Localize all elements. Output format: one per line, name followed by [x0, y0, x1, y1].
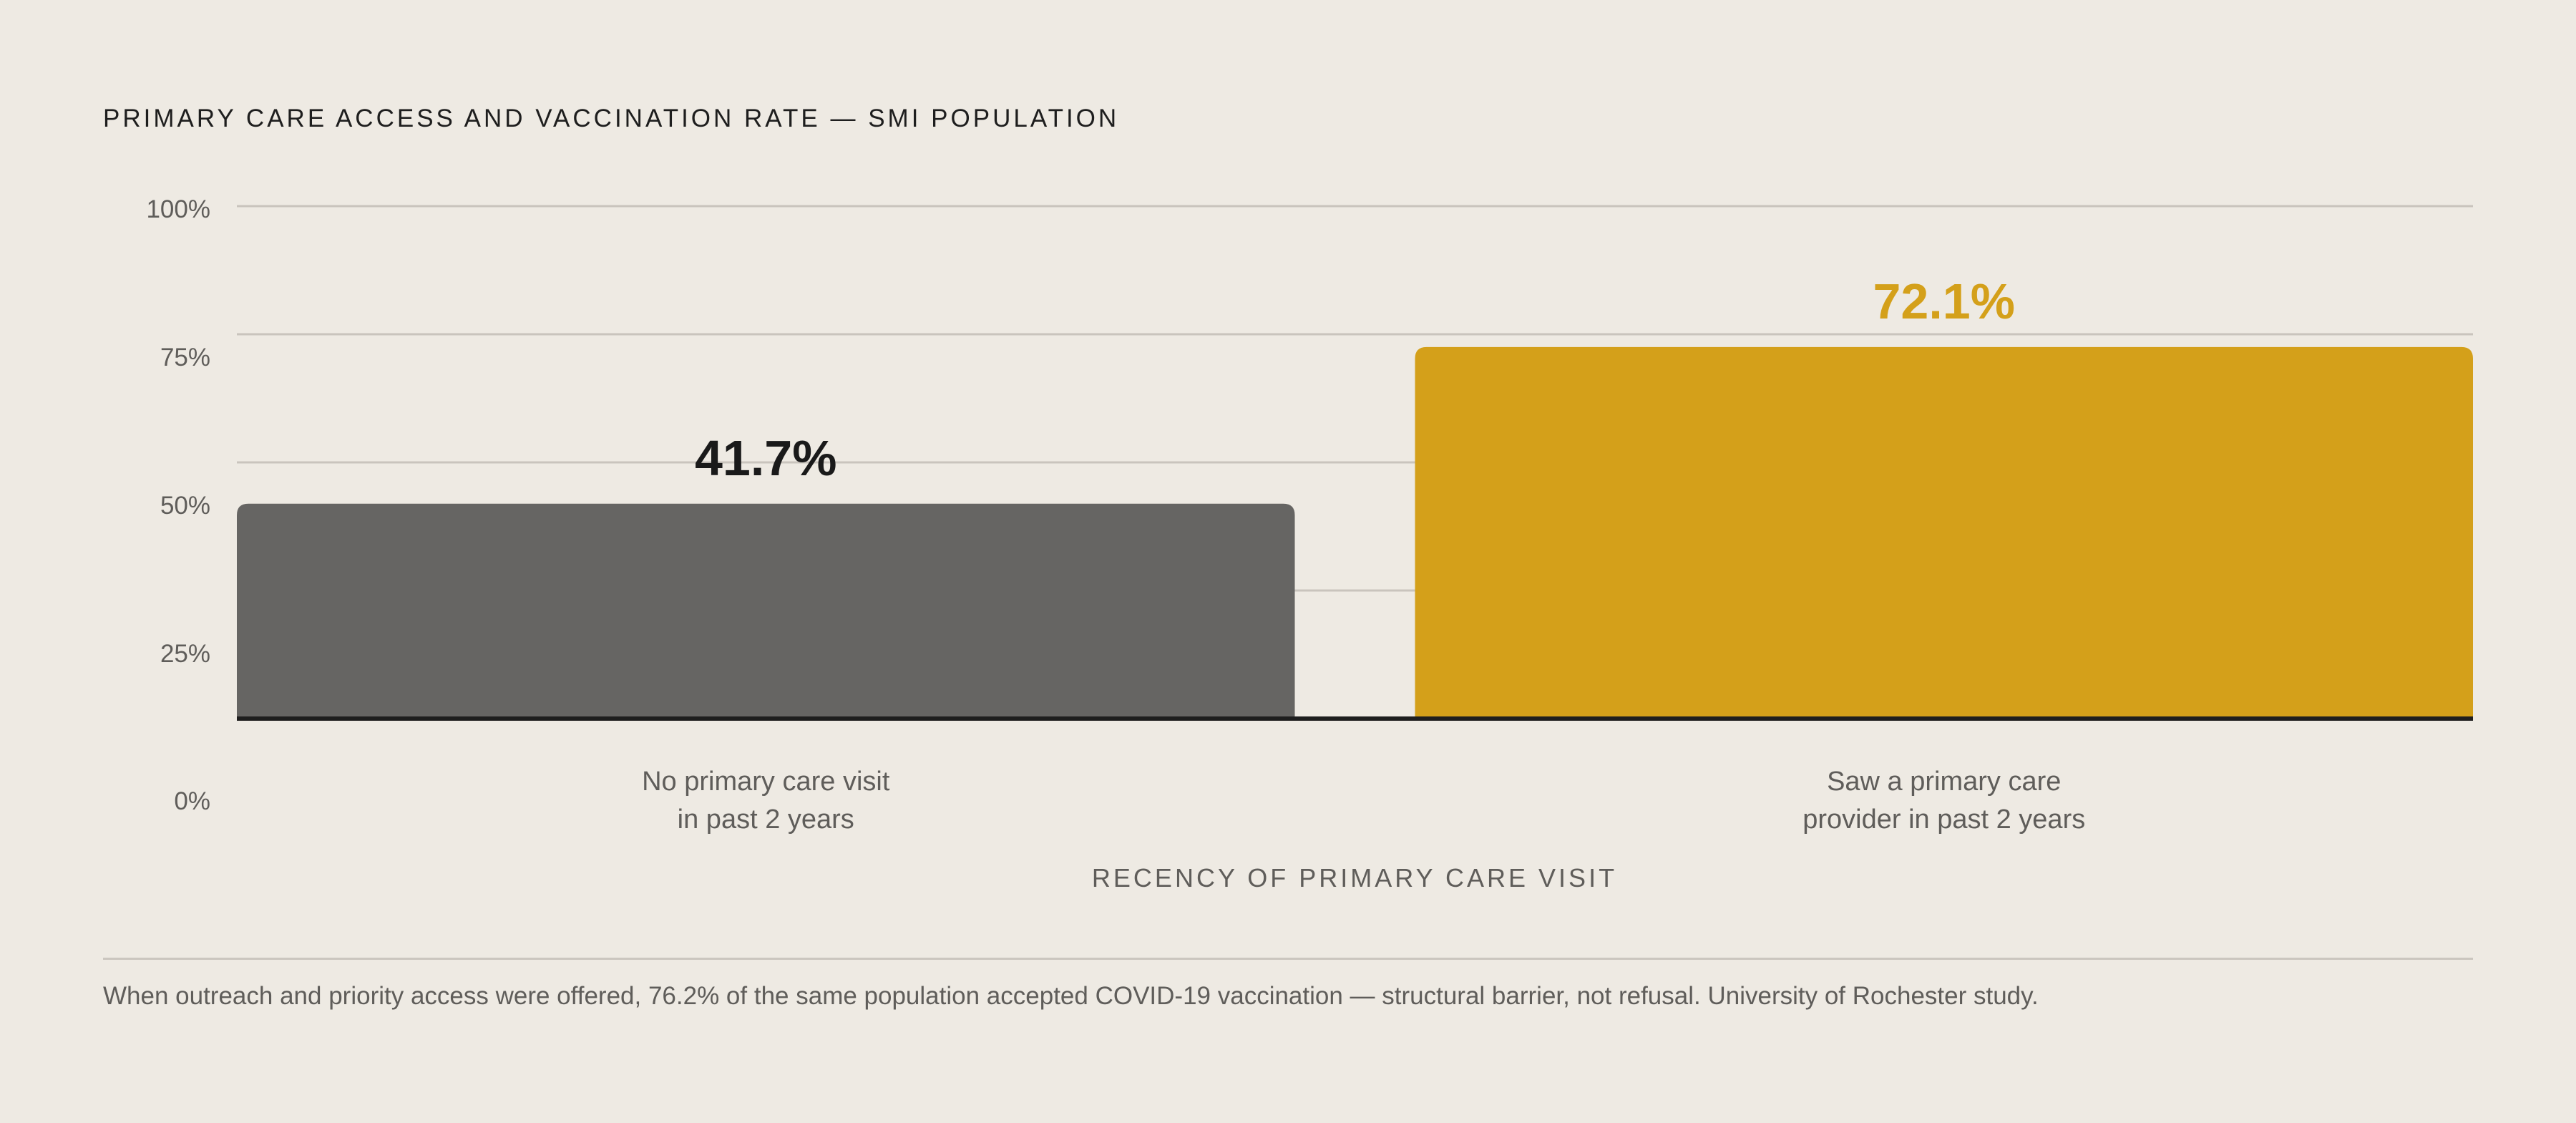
footnote-divider — [103, 958, 2473, 960]
x-tick-label: Saw a primary care — [1827, 767, 2061, 797]
y-tick-label: 100% — [146, 195, 210, 223]
x-tick-label: in past 2 years — [678, 804, 854, 835]
bar — [237, 503, 1295, 719]
x-tick-label: provider in past 2 years — [1802, 804, 2085, 835]
bar-chart: 0% 25% 50% 75% 100% 41.7% 72.1% No primary ca… — [146, 195, 2473, 893]
y-tick-label: 75% — [160, 344, 210, 371]
x-axis-ticks: No primary care visit in past 2 years Saw … — [642, 767, 2085, 835]
data-label: 72.1% — [1873, 273, 2015, 329]
bars — [237, 346, 2473, 719]
x-axis-title: RECENCY OF PRIMARY CARE VISIT — [1092, 863, 1617, 893]
data-label: 41.7% — [695, 430, 836, 486]
bar — [1415, 346, 2473, 719]
y-tick-label: 25% — [160, 640, 210, 668]
y-tick-label: 0% — [174, 787, 210, 815]
x-tick-label: No primary care visit — [642, 767, 890, 797]
footnote: When outreach and priority access were o… — [103, 982, 2039, 1010]
chart-title: PRIMARY CARE ACCESS AND VACCINATION RATE… — [103, 104, 1120, 132]
data-labels: 41.7% 72.1% — [695, 273, 2015, 486]
y-tick-label: 50% — [160, 492, 210, 520]
y-axis-ticks: 0% 25% 50% 75% 100% — [146, 195, 210, 815]
